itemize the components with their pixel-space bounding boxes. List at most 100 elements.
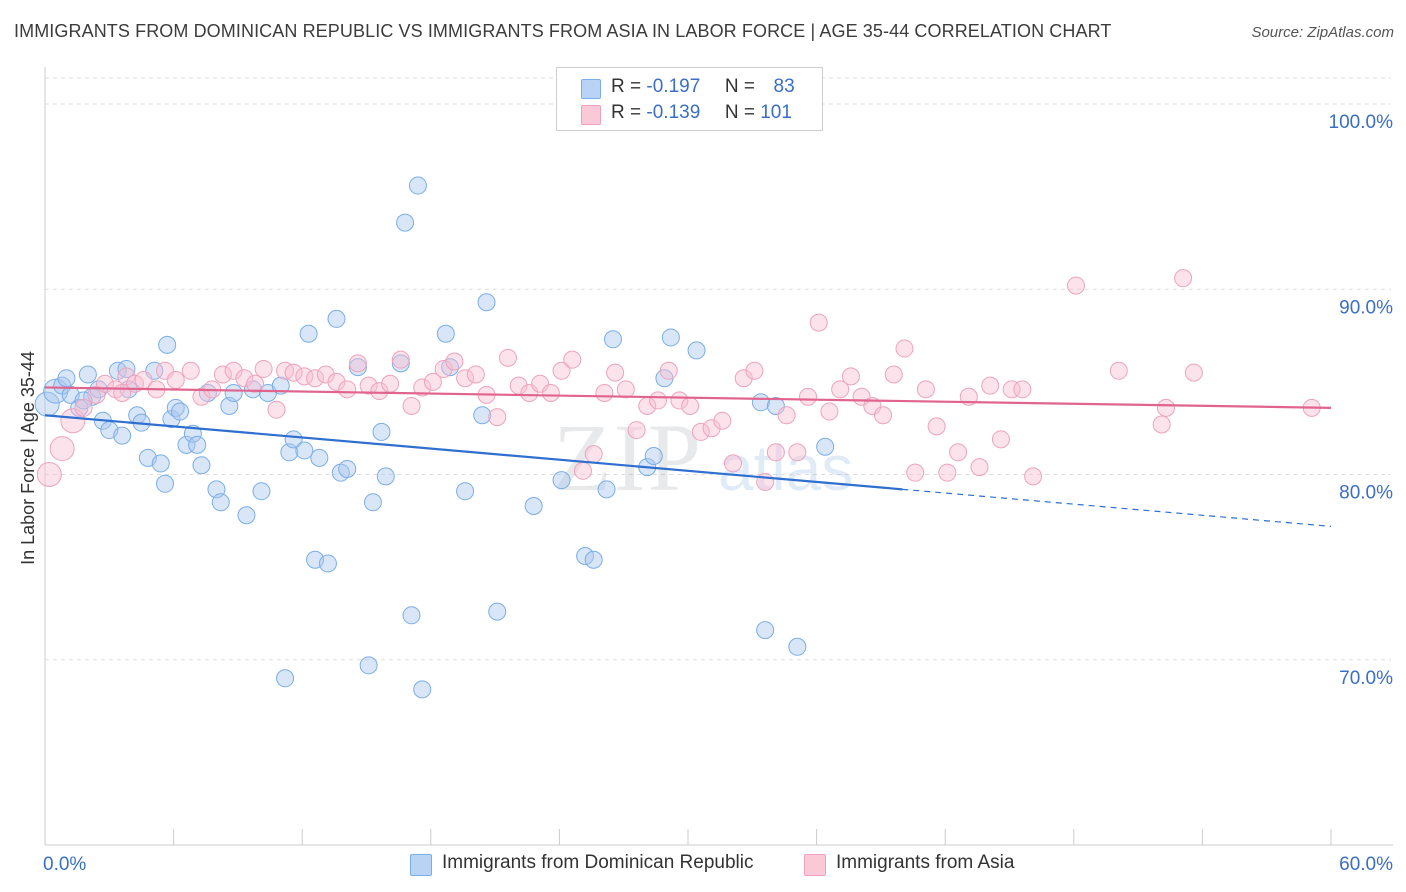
data-point	[166, 371, 185, 390]
data-point	[906, 463, 925, 482]
data-point	[466, 365, 485, 384]
y-tick-label: 90.0%	[1339, 297, 1393, 318]
data-point	[413, 378, 432, 397]
data-point	[156, 474, 175, 493]
legend-n-value: 83	[773, 76, 795, 97]
data-point	[113, 426, 132, 445]
data-point	[338, 380, 357, 399]
chart-title: IMMIGRANTS FROM DOMINICAN REPUBLIC VS IM…	[14, 21, 1112, 41]
legend-n-label: N =	[724, 76, 755, 97]
data-point	[436, 324, 455, 343]
data-point	[246, 374, 265, 393]
data-point	[456, 369, 475, 388]
data-point	[809, 313, 828, 332]
data-point	[724, 454, 743, 473]
data-point	[884, 365, 903, 384]
legend-r-value: -0.139	[646, 102, 701, 123]
data-point	[1184, 363, 1203, 382]
data-point	[348, 354, 367, 373]
data-point	[584, 445, 603, 464]
data-point	[306, 369, 325, 388]
data-point	[584, 550, 603, 569]
data-point	[816, 437, 835, 456]
data-point	[376, 467, 395, 486]
data-point	[831, 380, 850, 399]
data-point	[177, 435, 196, 454]
watermark-zip: ZIP	[553, 404, 703, 511]
data-point	[445, 352, 464, 371]
data-point	[648, 391, 667, 410]
data-point	[488, 602, 507, 621]
data-point	[74, 398, 93, 417]
data-point	[552, 471, 571, 490]
data-point	[49, 436, 75, 462]
data-point	[595, 384, 614, 403]
data-point	[36, 462, 62, 488]
data-point	[702, 419, 721, 438]
data-point	[359, 376, 378, 395]
data-point	[981, 376, 1000, 395]
data-point	[413, 680, 432, 699]
data-point	[402, 606, 421, 625]
data-point	[381, 374, 400, 393]
data-point	[254, 359, 273, 378]
data-point	[895, 339, 914, 358]
data-point	[316, 365, 335, 384]
data-point	[1024, 467, 1043, 486]
y-tick-label: 100.0%	[1329, 112, 1394, 133]
data-point	[820, 402, 839, 421]
data-point	[271, 376, 290, 395]
data-point	[1174, 269, 1193, 288]
data-point	[396, 213, 415, 232]
trend-lines	[44, 386, 1332, 527]
data-point	[211, 493, 230, 512]
data-point	[213, 365, 232, 384]
data-point	[552, 361, 571, 380]
data-point	[402, 396, 421, 415]
data-point	[970, 458, 989, 477]
data-point	[616, 380, 635, 399]
series-asia	[36, 269, 1321, 491]
source-credit: Source: ZipAtlas.com	[1251, 24, 1394, 41]
data-point	[745, 361, 764, 380]
data-point	[670, 391, 689, 410]
data-point	[687, 341, 706, 360]
legend-r-label: R =	[611, 76, 642, 97]
data-point	[991, 430, 1010, 449]
data-point	[524, 497, 543, 516]
data-point	[276, 669, 295, 688]
data-point	[681, 396, 700, 415]
y-tick-label: 80.0%	[1339, 483, 1393, 504]
legend-n-label: N =	[724, 102, 755, 123]
data-point	[949, 443, 968, 462]
legend-swatch-blue	[581, 79, 601, 99]
data-point	[188, 435, 207, 454]
data-point	[1156, 398, 1175, 417]
data-point	[235, 369, 254, 388]
data-point	[181, 361, 200, 380]
data-point	[158, 335, 177, 354]
y-tick-label: 70.0%	[1339, 668, 1393, 689]
data-point	[284, 430, 303, 449]
data-point	[473, 406, 492, 425]
data-point	[756, 621, 775, 640]
data-point	[874, 406, 893, 425]
data-point	[359, 656, 378, 675]
bottom-legend-swatch-blue	[410, 854, 432, 876]
data-point	[606, 363, 625, 382]
data-point	[691, 422, 710, 441]
data-point	[434, 359, 453, 378]
data-point	[363, 493, 382, 512]
data-point	[113, 384, 132, 403]
x-tick-label: 60.0%	[1339, 854, 1393, 875]
tick-labels: 70.0% 80.0% 90.0% 100.0% 0.0% 60.0%	[43, 112, 1393, 875]
data-point	[541, 384, 560, 403]
data-point	[117, 359, 136, 378]
correlation-legend: R = -0.197 N = 83 R = -0.139 N = 101	[556, 67, 823, 131]
data-point	[1152, 415, 1171, 434]
data-point	[573, 461, 592, 480]
data-point	[456, 482, 475, 501]
data-point	[777, 406, 796, 425]
data-point	[224, 361, 243, 380]
data-point	[603, 330, 622, 349]
